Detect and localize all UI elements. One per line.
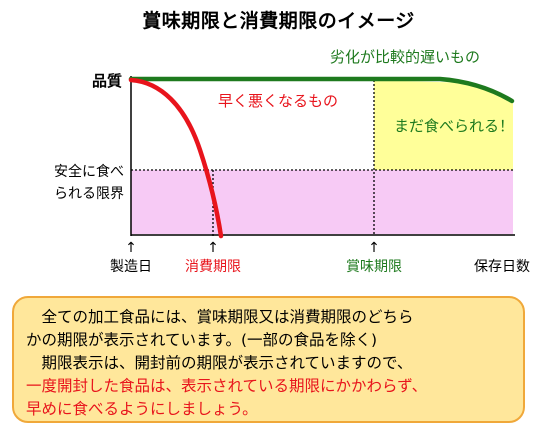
- note-line-2: かの期限が表示されています。(一部の食品を除く): [26, 331, 378, 349]
- origin-label: 製造日: [110, 259, 152, 275]
- fast-curve: [128, 77, 224, 239]
- quality-label: 品質: [92, 72, 122, 90]
- still-edible-label: まだ食べられる！: [394, 117, 514, 135]
- note-box: 全ての加工食品には、賞味期限又は消費期限のどちら かの期限が表示されています。(…: [12, 296, 525, 423]
- still-edible-zone-fill: [374, 80, 513, 170]
- safe-limit-label-line2: られる限界: [54, 186, 124, 202]
- note-line-3: 期限表示は、開封前の期限が表示されていますので、: [41, 354, 413, 372]
- safe-limit-label-line1: 安全に食べ: [54, 163, 124, 180]
- page-title: 賞味期限と消費期限のイメージ: [142, 10, 415, 32]
- consume-by-arrow: ↑: [207, 240, 219, 256]
- slow-curve: [128, 76, 515, 104]
- note-line-4: 一度開封した食品は、表示されている期限にかかわらず、: [26, 377, 428, 395]
- safe-zone-fill: [131, 170, 513, 234]
- best-before-label: 賞味期限: [346, 259, 402, 275]
- slow-curve-label: 劣化が比較的遅いもの: [330, 48, 480, 66]
- fast-curve-label: 早く悪くなるもの: [218, 92, 338, 110]
- consume-by-label: 消費期限: [185, 259, 241, 275]
- origin-arrow: ↑: [125, 240, 137, 256]
- x-axis-label: 保存日数: [474, 259, 530, 275]
- best-before-arrow: ↑: [368, 240, 380, 256]
- note-line-1: 全ての加工食品には、賞味期限又は消費期限のどちら: [41, 308, 414, 326]
- note-line-5: 早めに食べるようにしましょう。: [26, 400, 258, 418]
